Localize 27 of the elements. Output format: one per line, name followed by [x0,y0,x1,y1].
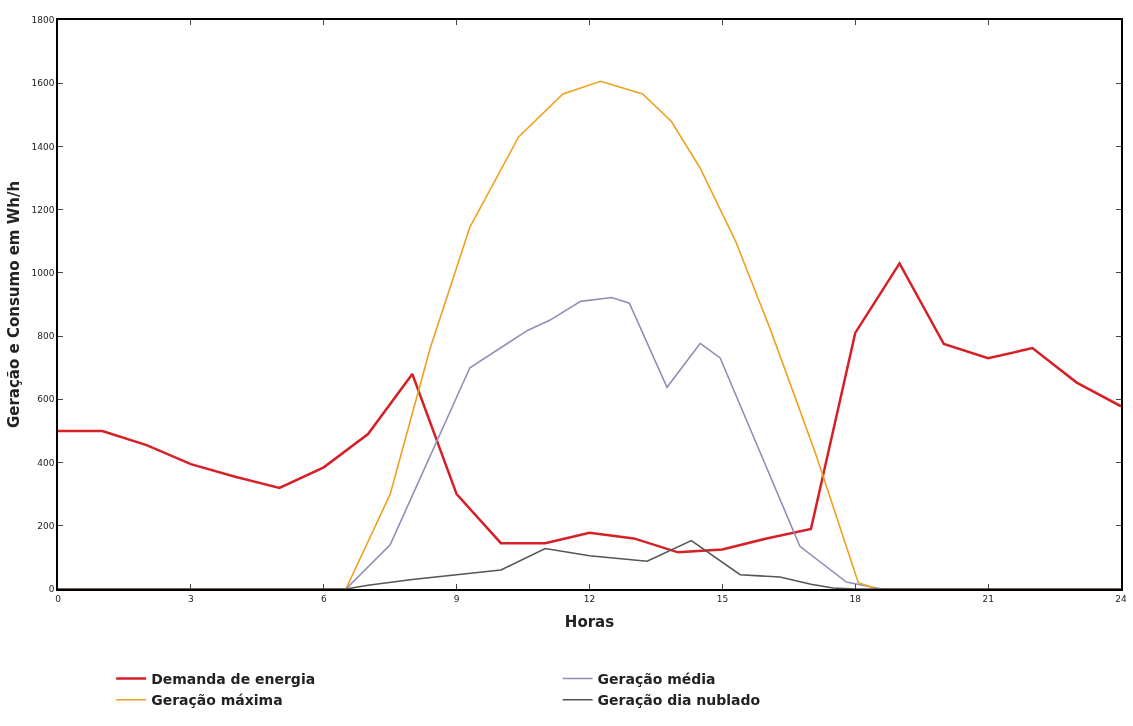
y-tick-label: 600 [37,394,55,405]
legend-label: Geração máxima [151,692,283,709]
x-axis-title: Horas [564,613,615,632]
x-tick-label: 3 [188,593,194,604]
x-tick-label: 6 [320,593,327,604]
y-tick-label: 400 [37,457,55,468]
y-tick-label: 1800 [31,15,55,26]
x-tick-label: 12 [583,593,596,604]
y-tick-label: 1400 [31,141,55,152]
x-tick-label: 18 [849,593,862,604]
legend-label: Demanda de energia [151,671,316,688]
y-tick-label: 1600 [31,78,55,89]
y-tick-label: 0 [48,584,55,595]
x-tick-label: 21 [982,593,994,604]
x-tick-label: 9 [453,593,460,604]
x-tick-label: 24 [1115,593,1127,604]
legend-label: Geração dia nublado [597,692,761,709]
y-tick-label: 800 [37,331,55,342]
y-tick-label: 1000 [31,268,55,279]
y-tick-label: 1200 [31,204,55,215]
x-tick-label: 15 [716,593,729,604]
x-tick-label: 0 [55,593,62,604]
legend-label: Geração média [597,671,716,688]
line-series [58,539,1121,589]
y-axis-title: Geração e Consumo em Wh/h [5,180,24,429]
y-tick-label: 200 [37,520,55,531]
line-series [58,262,1121,554]
